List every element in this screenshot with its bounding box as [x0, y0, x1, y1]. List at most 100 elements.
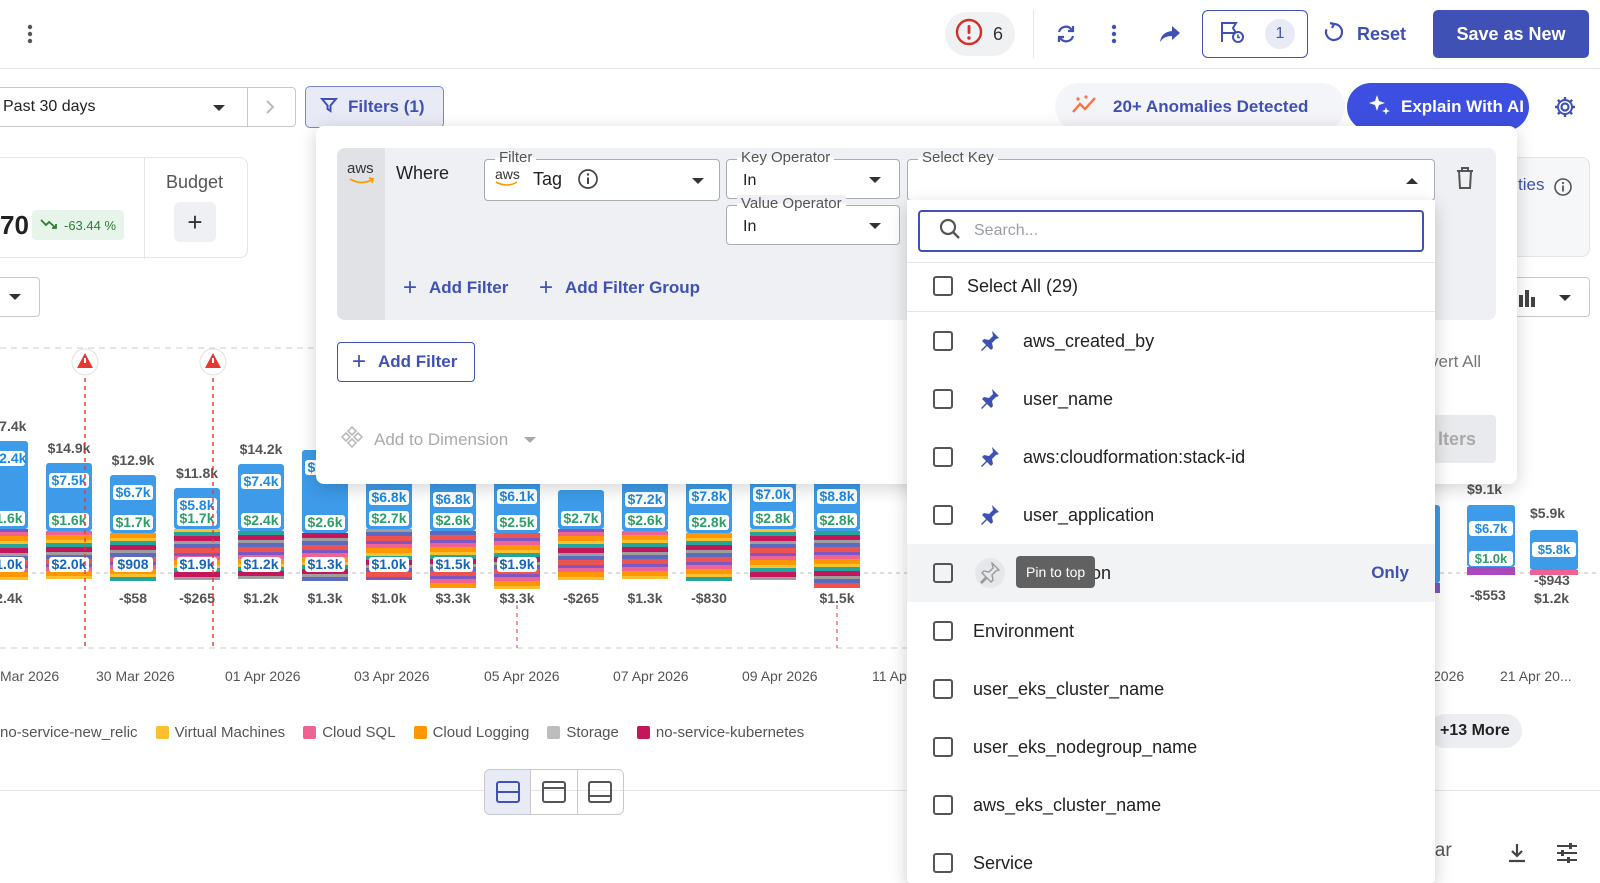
bar-segment[interactable]	[750, 548, 796, 553]
bar-segment[interactable]	[302, 538, 348, 541]
bar-segment[interactable]	[814, 535, 860, 540]
key-option[interactable]: aws:cloudformation:stack-id	[907, 428, 1435, 486]
bar-segment[interactable]	[238, 571, 284, 576]
bar-segment[interactable]	[750, 553, 796, 556]
bar-segment[interactable]	[302, 577, 348, 581]
key-operator-select[interactable]: Key Operator In	[726, 149, 900, 199]
legend-item[interactable]: Cloud SQL	[303, 722, 396, 742]
bar-segment[interactable]	[622, 576, 668, 579]
legend-item[interactable]: Virtual Machines	[155, 722, 285, 742]
value-operator-select[interactable]: Value Operator In	[726, 195, 900, 245]
add-to-dimension-button[interactable]: Add to Dimension	[340, 425, 537, 454]
bar-segment[interactable]	[622, 543, 668, 547]
bar-segment[interactable]	[110, 577, 156, 581]
checkbox[interactable]	[933, 276, 953, 296]
bar-segment[interactable]	[558, 529, 604, 532]
bar-segment[interactable]	[494, 586, 540, 589]
bar-segment[interactable]	[174, 541, 220, 544]
bar-segment[interactable]	[814, 564, 860, 567]
pin-icon[interactable]	[975, 326, 1005, 356]
bar-segment[interactable]	[302, 553, 348, 557]
bar-segment[interactable]	[0, 548, 28, 553]
explain-with-ai-button[interactable]: Explain With AI	[1347, 83, 1529, 131]
pin-icon[interactable]	[975, 558, 1005, 588]
bar-segment[interactable]	[750, 568, 796, 572]
split-layout-button[interactable]	[485, 770, 532, 814]
bar-segment[interactable]	[558, 536, 604, 541]
bar-segment[interactable]	[622, 567, 668, 571]
bar-segment[interactable]	[430, 531, 476, 535]
bar-segment[interactable]	[430, 543, 476, 547]
bar-segment[interactable]	[110, 545, 156, 550]
bar-segment[interactable]	[558, 544, 604, 548]
search-input[interactable]	[974, 222, 1394, 240]
bar-segment[interactable]	[494, 533, 540, 538]
bar-segment[interactable]	[814, 547, 860, 552]
bar-segment[interactable]	[494, 581, 540, 586]
bar-segment[interactable]	[494, 541, 540, 545]
filters-button[interactable]: Filters (1)	[305, 86, 444, 128]
bar-segment[interactable]	[46, 576, 92, 579]
bar-segment[interactable]	[814, 559, 860, 564]
bar-segment[interactable]	[366, 553, 412, 556]
bar-segment[interactable]	[686, 577, 732, 581]
bar-segment[interactable]	[558, 541, 604, 544]
revert-all-button[interactable]: vert All	[1430, 352, 1482, 371]
more-vert-icon[interactable]	[18, 20, 42, 48]
bar-segment[interactable]	[750, 577, 796, 580]
bar-segment[interactable]	[814, 552, 860, 555]
filter-field-select[interactable]: Filter aws Tag	[484, 149, 720, 201]
bar-segment[interactable]	[686, 553, 732, 557]
date-range-select[interactable]: Past 30 days	[0, 87, 296, 127]
bar-segment[interactable]	[430, 540, 476, 543]
bar-segment[interactable]	[750, 572, 796, 577]
more-vert-icon[interactable]	[1102, 20, 1126, 48]
bar-segment[interactable]	[302, 533, 348, 538]
bar-segment[interactable]	[750, 541, 796, 544]
bar-segment[interactable]	[174, 577, 220, 580]
key-option[interactable]: Environment	[907, 602, 1435, 660]
bar-segment[interactable]	[46, 543, 92, 547]
bar-segment[interactable]	[110, 574, 156, 577]
bar-segment[interactable]	[622, 571, 668, 576]
bar-segment[interactable]	[814, 576, 860, 579]
bar-segment[interactable]	[0, 553, 28, 556]
bar-segment[interactable]	[0, 536, 28, 541]
bar-segment[interactable]	[750, 532, 796, 536]
bar-segment[interactable]	[238, 547, 284, 552]
bar-segment[interactable]	[814, 540, 860, 543]
bar-segment[interactable]	[302, 574, 348, 577]
bar-segment[interactable]	[430, 583, 476, 588]
legend-item[interactable]: no-service-kubernetes	[636, 722, 804, 742]
info-icon[interactable]	[577, 168, 599, 195]
bar-segment[interactable]	[686, 541, 732, 545]
bar-segment[interactable]	[174, 544, 220, 548]
bar-segment[interactable]	[238, 540, 284, 543]
more-legend-button[interactable]: +13 More	[1428, 714, 1522, 748]
bar-segment[interactable]	[366, 572, 412, 577]
bar-segment[interactable]	[494, 577, 540, 581]
bar-segment[interactable]	[0, 541, 28, 544]
checkbox[interactable]	[933, 505, 953, 525]
bar-segment[interactable]	[750, 536, 796, 541]
checkbox[interactable]	[933, 563, 953, 583]
bar-segment[interactable]	[366, 577, 412, 580]
pin-icon[interactable]	[975, 500, 1005, 530]
add-filter-group-button[interactable]: + Add Filter Group	[539, 276, 700, 300]
bar-segment[interactable]	[46, 552, 92, 555]
bar-segment[interactable]	[494, 545, 540, 550]
bar-segment[interactable]	[430, 552, 476, 555]
pin-icon[interactable]	[975, 442, 1005, 472]
pin-icon[interactable]	[975, 384, 1005, 414]
key-option[interactable]: Service	[907, 834, 1435, 883]
bar-segment[interactable]	[750, 556, 796, 560]
bar-segment[interactable]	[110, 553, 156, 557]
key-option[interactable]: user_eks_cluster_name	[907, 660, 1435, 718]
bar-segment[interactable]	[302, 541, 348, 545]
bar-segment[interactable]	[238, 576, 284, 579]
bar-segment[interactable]	[238, 531, 284, 535]
bar-segment[interactable]	[366, 548, 412, 553]
bar-segment[interactable]	[686, 533, 732, 538]
bar-segment[interactable]	[622, 531, 668, 535]
bar-segment[interactable]	[238, 535, 284, 540]
